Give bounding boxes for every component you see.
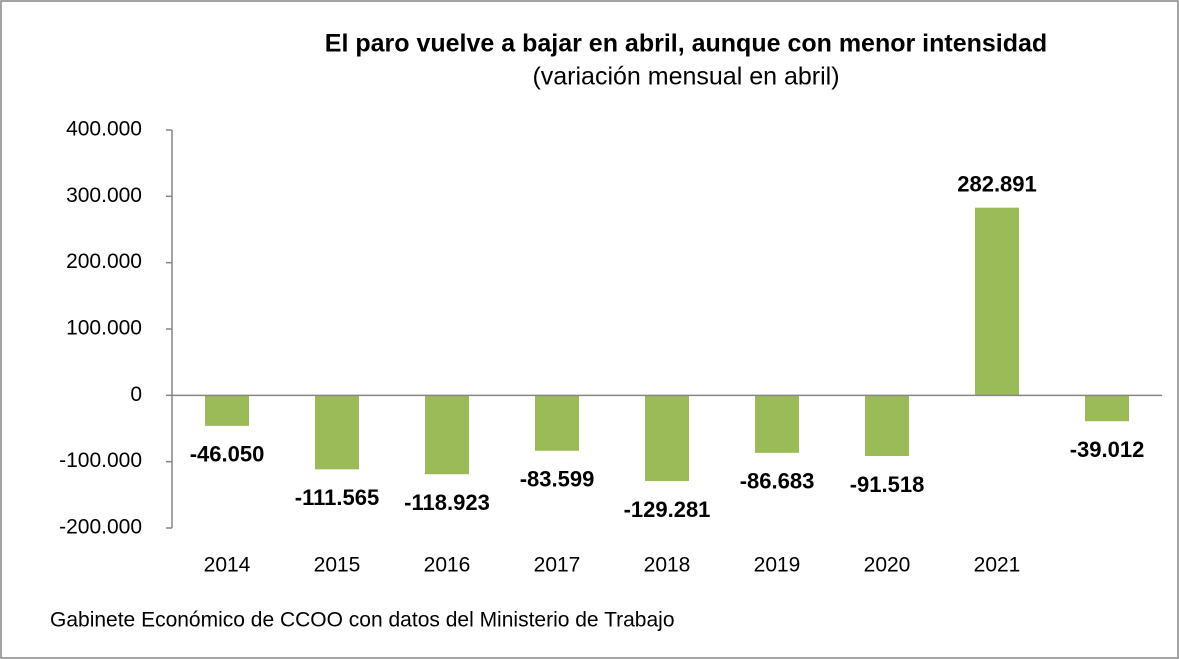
chart-title: El paro vuelve a bajar en abril, aunque … [325, 30, 1047, 58]
x-tick-label: 2016 [424, 554, 471, 577]
data-label: -91.518 [850, 472, 925, 497]
data-label: -46.050 [190, 442, 265, 467]
x-tick-label: 2017 [534, 554, 581, 577]
x-tick-label: 2018 [644, 554, 691, 577]
y-tick-label: -100.000 [59, 449, 142, 472]
data-label: -129.281 [624, 497, 711, 522]
bar [535, 395, 579, 451]
bar [205, 395, 249, 426]
data-label: 282.891 [957, 171, 1037, 196]
bar [425, 395, 469, 475]
y-tick-label: 100.000 [66, 317, 142, 340]
data-label: -118.923 [404, 490, 490, 515]
source-note: Gabinete Económico de CCOO con datos del… [50, 609, 675, 632]
bar [1085, 395, 1129, 422]
bar [865, 395, 909, 457]
bar [755, 395, 799, 453]
data-label: -86.683 [740, 469, 815, 494]
x-tick-label: 2020 [864, 554, 911, 577]
chart-subtitle: (variación mensual en abril) [532, 63, 839, 91]
x-tick-label: 2014 [204, 554, 251, 577]
data-label: -83.599 [520, 467, 595, 492]
y-tick-label: -200.000 [59, 516, 142, 539]
data-label: -111.565 [295, 485, 379, 510]
bar [645, 395, 689, 482]
x-tick-label: 2021 [974, 554, 1021, 577]
bar [315, 395, 359, 470]
x-tick-label: 2015 [314, 554, 361, 577]
bar [975, 207, 1019, 396]
x-tick-label: 2019 [754, 554, 801, 577]
data-label: -39.012 [1070, 437, 1145, 462]
y-tick-label: 200.000 [66, 250, 142, 273]
y-tick-label: 400.000 [66, 118, 142, 141]
y-tick-label: 0 [130, 383, 142, 406]
y-tick-label: 300.000 [66, 184, 142, 207]
